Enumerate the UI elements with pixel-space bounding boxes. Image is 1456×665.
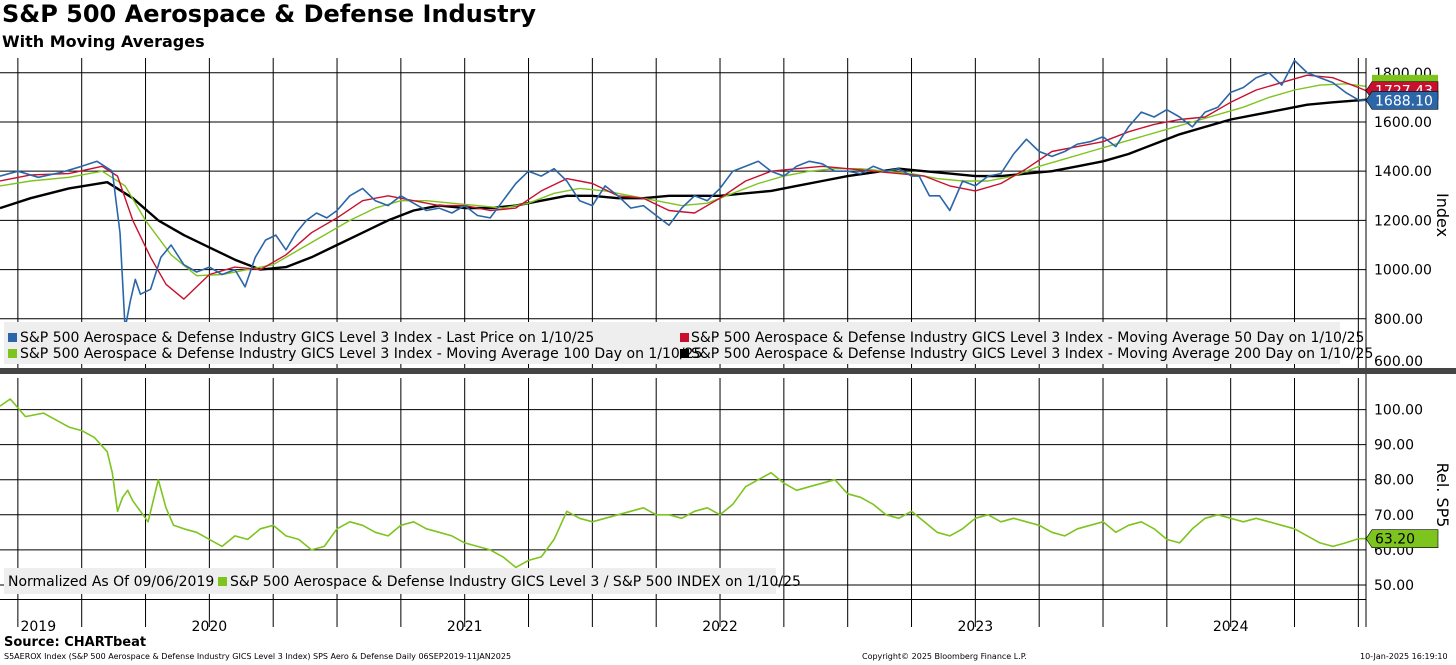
legend-label-ma200: S&P 500 Aerospace & Defense Industry GIC…: [691, 346, 1373, 362]
footer-copyright: Copyright© 2025 Bloomberg Finance L.P.: [862, 652, 1027, 661]
top-y-axis-title: Index: [1433, 193, 1452, 237]
bottom-ytick-label-4: 90.00: [1374, 438, 1414, 454]
chart-subtitle: With Moving Averages: [2, 32, 205, 51]
bottom-panel-grid: [0, 378, 1366, 627]
bottom-panel-series: [0, 398, 1366, 569]
bottom-ytick-label-5: 100.00: [1374, 403, 1423, 419]
top-ytick-label-3: 1400.00: [1374, 164, 1432, 180]
series-line-ma100: [0, 83, 1367, 277]
legend-swatch-ma100: [8, 349, 17, 358]
chart-title: S&P 500 Aerospace & Defense Industry: [2, 0, 537, 28]
bottom-ytick-label-3: 80.00: [1374, 473, 1414, 489]
x-tick-label-2019: 2019: [20, 619, 56, 635]
panel-divider: [0, 368, 1456, 374]
series-line-price: [0, 59, 1367, 330]
legend-normalized-note: Normalized As Of 09/06/2019: [8, 574, 214, 590]
top-panel-series: [0, 59, 1367, 330]
x-tick-label-2023: 2023: [958, 619, 994, 635]
legend-swatch-price: [8, 333, 17, 342]
x-tick-label-2024: 2024: [1213, 619, 1249, 635]
top-legend-background: [4, 322, 1340, 364]
legend-label-ma100: S&P 500 Aerospace & Defense Industry GIC…: [20, 346, 702, 362]
bottom-legend-background: [4, 568, 776, 594]
price-tag: [1365, 90, 1439, 110]
top-ytick-label-bottom: 600.00: [1374, 354, 1423, 370]
legend-swatch-ma200: [680, 349, 689, 358]
legend-label-ma50: S&P 500 Aerospace & Defense Industry GIC…: [691, 330, 1364, 346]
x-tick-label-2021: 2021: [447, 619, 483, 635]
top-panel-grid: [0, 58, 1366, 368]
axes: 800.001000.001200.001400.001600.001800.0…: [0, 58, 1456, 635]
source-note: Source: CHARTbeat: [4, 635, 147, 650]
x-tick-label-2020: 2020: [192, 619, 228, 635]
footer-index-description: S5AEROX Index (S&P 500 Aerospace & Defen…: [4, 652, 512, 661]
legend-swatch-relative: [218, 577, 227, 586]
series-line-relative: [0, 398, 1366, 569]
top-panel-legend: S&P 500 Aerospace & Defense Industry GIC…: [4, 322, 1373, 364]
relative-tag: [1365, 529, 1439, 548]
series-line-ma200: [0, 98, 1367, 271]
top-ytick-label-0: 800.00: [1374, 312, 1423, 328]
top-ytick-label-2: 1200.00: [1374, 213, 1432, 229]
bottom-ytick-label-2: 70.00: [1374, 508, 1414, 524]
top-ytick-label-1: 1000.00: [1374, 263, 1432, 279]
relative-tag-label: 63.20: [1375, 532, 1415, 548]
price-tag-label: 1688.10: [1375, 93, 1433, 109]
legend-swatch-ma50: [680, 333, 689, 342]
top-ytick-label-4: 1600.00: [1374, 115, 1432, 131]
bottom-panel-legend: Normalized As Of 09/06/2019 S&P 500 Aero…: [4, 568, 801, 594]
bottom-y-axis-title: Rel. SP5: [1433, 463, 1452, 528]
bottom-ytick-label-0: 50.00: [1374, 578, 1414, 594]
legend-label-relative: S&P 500 Aerospace & Defense Industry GIC…: [230, 574, 801, 590]
series-line-ma50: [0, 74, 1367, 300]
x-tick-label-2022: 2022: [702, 619, 738, 635]
legend-label-price: S&P 500 Aerospace & Defense Industry GIC…: [20, 330, 594, 346]
axis-labels: Index Rel. SP5: [1433, 193, 1452, 527]
footer-timestamp: 10-Jan-2025 16:19:10: [1360, 652, 1448, 661]
